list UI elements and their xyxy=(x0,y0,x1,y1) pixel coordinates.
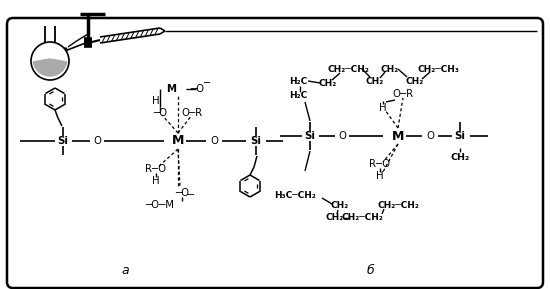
Text: ─O: ─O xyxy=(190,84,204,94)
Text: O: O xyxy=(93,136,101,146)
Text: CH₂: CH₂ xyxy=(366,77,384,86)
Text: б: б xyxy=(366,264,374,277)
Text: M: M xyxy=(172,134,184,147)
Text: O─R: O─R xyxy=(393,89,414,99)
Text: H₃C─CH₂: H₃C─CH₂ xyxy=(274,192,316,201)
Text: H: H xyxy=(379,103,387,113)
Text: CH₂: CH₂ xyxy=(319,79,337,88)
Text: Si: Si xyxy=(305,131,316,141)
Text: R─O: R─O xyxy=(370,159,390,169)
Text: CH₂: CH₂ xyxy=(406,77,424,86)
Text: O: O xyxy=(338,131,346,141)
Circle shape xyxy=(31,42,69,80)
Text: a: a xyxy=(121,264,129,277)
Text: CH₂─CH₂: CH₂─CH₂ xyxy=(377,201,419,210)
Text: H₂C: H₂C xyxy=(289,77,307,86)
Text: Si: Si xyxy=(454,131,465,141)
Text: Si: Si xyxy=(58,136,69,146)
Text: R─O: R─O xyxy=(145,164,167,174)
Text: M: M xyxy=(166,84,176,94)
Text: ─O: ─O xyxy=(153,108,167,118)
Text: ─O: ─O xyxy=(175,188,189,198)
Text: H₂C: H₂C xyxy=(289,92,307,101)
Text: S: S xyxy=(42,58,47,68)
Text: Si: Si xyxy=(250,136,261,146)
Text: Λ: Λ xyxy=(46,69,51,75)
Text: O: O xyxy=(426,131,434,141)
Text: CH₂: CH₂ xyxy=(326,214,344,223)
Text: ─: ─ xyxy=(187,190,193,200)
Text: H: H xyxy=(152,176,160,186)
Text: CH₂─CH₂: CH₂─CH₂ xyxy=(341,214,383,223)
Text: ─: ─ xyxy=(203,78,209,88)
FancyBboxPatch shape xyxy=(7,18,543,288)
Text: O─R: O─R xyxy=(182,108,202,118)
Text: H: H xyxy=(376,171,384,181)
Text: CH₂─CH₃: CH₂─CH₃ xyxy=(417,64,459,73)
Text: CH₂: CH₂ xyxy=(331,201,349,210)
Text: CH₂: CH₂ xyxy=(450,153,470,162)
Text: O: O xyxy=(210,136,218,146)
Text: ─O─M: ─O─M xyxy=(146,200,174,210)
Text: O: O xyxy=(52,64,58,68)
Text: CH₂─CH₂: CH₂─CH₂ xyxy=(327,64,369,73)
Text: CH₂: CH₂ xyxy=(381,64,399,73)
Text: M: M xyxy=(392,129,404,142)
Text: H: H xyxy=(152,96,160,106)
Wedge shape xyxy=(33,59,67,76)
